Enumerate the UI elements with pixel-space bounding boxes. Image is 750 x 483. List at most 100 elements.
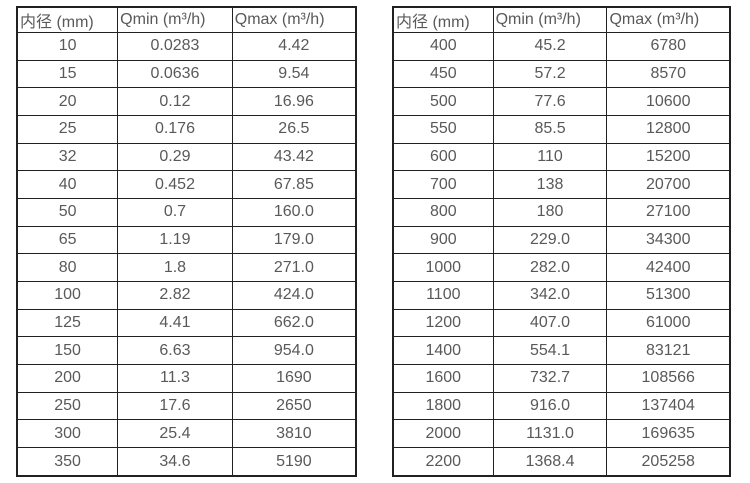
table-cell: 51300 xyxy=(606,281,731,310)
table-row: 100 2.82 424.0 xyxy=(16,281,357,310)
flow-rate-table-small-diameters: 内径 (mm) Qmin (m³/h) Qmax (m³/h) 10 0.0283 4.4… xyxy=(16,6,357,477)
table-cell: 300 xyxy=(16,419,119,449)
table-cell: 0.0283 xyxy=(117,32,233,61)
table-cell: 179.0 xyxy=(231,225,357,255)
table-cell: 27100 xyxy=(606,198,731,227)
table-cell: 26.5 xyxy=(231,115,357,144)
table-cell: 200 xyxy=(16,364,119,393)
table-cell: 424.0 xyxy=(231,281,357,310)
table-cell: 85.5 xyxy=(492,115,608,144)
table-cell: 20700 xyxy=(606,170,731,200)
table-cell: 25 xyxy=(16,115,119,144)
table-cell: 9.54 xyxy=(231,59,357,89)
table-row: 900 229.0 34300 xyxy=(392,225,731,255)
table-cell: 0.7 xyxy=(117,198,233,227)
column-header: 内径 (mm) xyxy=(392,6,494,33)
table-cell: 662.0 xyxy=(231,308,357,338)
table-cell: 67.85 xyxy=(231,170,357,200)
table-cell: 65 xyxy=(16,225,119,255)
table-cell: 205258 xyxy=(606,447,731,477)
table-row: 600 110 15200 xyxy=(392,142,731,172)
table-cell: 137404 xyxy=(606,391,731,421)
table-cell: 6780 xyxy=(606,32,731,61)
table-row: 1800 916.0 137404 xyxy=(392,391,731,421)
table-cell: 61000 xyxy=(606,308,731,338)
table-cell: 0.176 xyxy=(117,115,233,144)
table-cell: 1131.0 xyxy=(492,419,608,449)
table-row: 80 1.8 271.0 xyxy=(16,253,357,283)
table-cell: 0.12 xyxy=(117,87,233,117)
table-cell: 80 xyxy=(16,253,119,283)
table-cell: 17.6 xyxy=(117,391,233,421)
flow-rate-table-large-diameters: 内径 (mm) Qmin (m³/h) Qmax (m³/h) 400 45.2 6780… xyxy=(392,6,731,477)
header-row: 内径 (mm) Qmin (m³/h) Qmax (m³/h) xyxy=(16,6,357,33)
table-cell: 1800 xyxy=(392,391,494,421)
table-row: 65 1.19 179.0 xyxy=(16,225,357,255)
column-header: Qmin (m³/h) xyxy=(117,6,233,33)
table-cell: 34300 xyxy=(606,225,731,255)
table-cell: 400 xyxy=(392,32,494,61)
table-cell: 1000 xyxy=(392,253,494,283)
table-row: 550 85.5 12800 xyxy=(392,115,731,144)
table-cell: 732.7 xyxy=(492,364,608,393)
table-row: 1200 407.0 61000 xyxy=(392,308,731,338)
table-cell: 0.0636 xyxy=(117,59,233,89)
table-cell: 1368.4 xyxy=(492,447,608,477)
table-cell: 0.452 xyxy=(117,170,233,200)
column-header: Qmin (m³/h) xyxy=(492,6,608,33)
table-cell: 1690 xyxy=(231,364,357,393)
table-cell: 10600 xyxy=(606,87,731,117)
table-cell: 32 xyxy=(16,142,119,172)
table-row: 40 0.452 67.85 xyxy=(16,170,357,200)
table-cell: 5190 xyxy=(231,447,357,477)
table-cell: 800 xyxy=(392,198,494,227)
header-row: 内径 (mm) Qmin (m³/h) Qmax (m³/h) xyxy=(392,6,731,33)
table-cell: 1600 xyxy=(392,364,494,393)
table-cell: 2.82 xyxy=(117,281,233,310)
table-row: 500 77.6 10600 xyxy=(392,87,731,117)
table-cell: 160.0 xyxy=(231,198,357,227)
table-cell: 57.2 xyxy=(492,59,608,89)
table-row: 10 0.0283 4.42 xyxy=(16,32,357,61)
table-cell: 1200 xyxy=(392,308,494,338)
table-row: 15 0.0636 9.54 xyxy=(16,59,357,89)
table-cell: 42400 xyxy=(606,253,731,283)
table-cell: 180 xyxy=(492,198,608,227)
column-header: Qmax (m³/h) xyxy=(231,6,357,33)
table-row: 2000 1131.0 169635 xyxy=(392,419,731,449)
table-row: 50 0.7 160.0 xyxy=(16,198,357,227)
table-cell: 550 xyxy=(392,115,494,144)
table-cell: 43.42 xyxy=(231,142,357,172)
table-cell: 700 xyxy=(392,170,494,200)
column-header: Qmax (m³/h) xyxy=(606,6,731,33)
table-cell: 450 xyxy=(392,59,494,89)
table-cell: 8570 xyxy=(606,59,731,89)
table-cell: 150 xyxy=(16,336,119,366)
table-row: 250 17.6 2650 xyxy=(16,391,357,421)
table-cell: 20 xyxy=(16,87,119,117)
table-row: 200 11.3 1690 xyxy=(16,364,357,393)
table-cell: 6.63 xyxy=(117,336,233,366)
table-cell: 11.3 xyxy=(117,364,233,393)
table-row: 1100 342.0 51300 xyxy=(392,281,731,310)
table-cell: 407.0 xyxy=(492,308,608,338)
table-cell: 916.0 xyxy=(492,391,608,421)
table-cell: 15 xyxy=(16,59,119,89)
table-cell: 169635 xyxy=(606,419,731,449)
table-cell: 282.0 xyxy=(492,253,608,283)
table-cell: 554.1 xyxy=(492,336,608,366)
table-cell: 16.96 xyxy=(231,87,357,117)
table-cell: 1100 xyxy=(392,281,494,310)
table-row: 1600 732.7 108566 xyxy=(392,364,731,393)
table-row: 450 57.2 8570 xyxy=(392,59,731,89)
table-row: 300 25.4 3810 xyxy=(16,419,357,449)
table-cell: 271.0 xyxy=(231,253,357,283)
table-cell: 15200 xyxy=(606,142,731,172)
table-row: 800 180 27100 xyxy=(392,198,731,227)
table-row: 1400 554.1 83121 xyxy=(392,336,731,366)
table-row: 350 34.6 5190 xyxy=(16,447,357,477)
table-cell: 900 xyxy=(392,225,494,255)
table-row: 1000 282.0 42400 xyxy=(392,253,731,283)
table-cell: 0.29 xyxy=(117,142,233,172)
